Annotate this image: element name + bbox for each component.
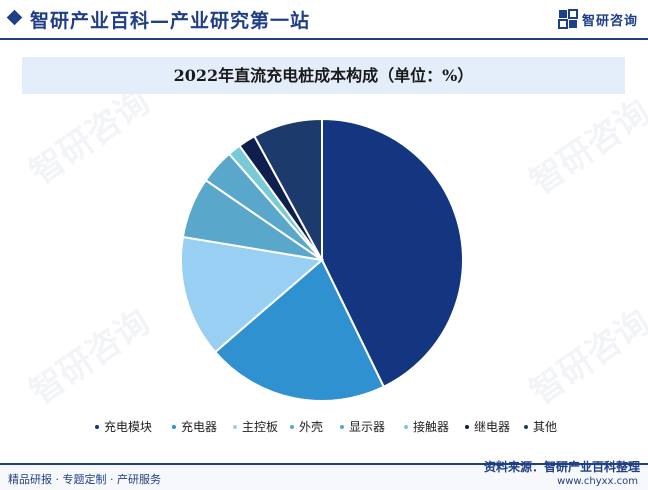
chart-legend: 充电模块 充电器 主控板 外壳 显示器 接触器 继电器 其他 [0, 418, 648, 436]
header: 智研产业百科—产业研究第一站 智研咨询 [0, 0, 648, 38]
brand: 智研咨询 [557, 9, 638, 29]
legend-label: 显示器 [349, 420, 386, 434]
legend-label: 继电器 [474, 420, 511, 434]
footer-divider [0, 463, 648, 465]
pie-slice-8 [253, 117, 323, 261]
legend-marker-icon [290, 424, 294, 429]
brand-name: 智研咨询 [581, 13, 638, 29]
source-note: 资料来源：智研产业百科整理 [483, 460, 640, 474]
legend-label: 接触器 [413, 420, 450, 434]
legend-item: 主控板 [233, 418, 278, 435]
legend-item: 继电器 [465, 418, 510, 435]
legend-item: 显示器 [340, 418, 385, 435]
legend-marker-icon [465, 424, 469, 429]
header-divider [0, 38, 648, 40]
chart-title: 2022年直流充电桩成本构成（单位：%） [173, 66, 474, 85]
pie-slice-2 [213, 258, 386, 402]
legend-item: 充电器 [172, 418, 217, 435]
legend-label: 充电模块 [104, 420, 153, 434]
pie-slice-1 [321, 117, 464, 389]
legend-label: 其他 [533, 420, 558, 434]
legend-item: 接触器 [404, 418, 449, 435]
pie-slice-3 [180, 235, 325, 354]
legend-item: 充电模块 [95, 418, 152, 435]
legend-marker-icon [340, 424, 344, 429]
legend-label: 充电器 [181, 420, 218, 434]
legend-marker-icon [172, 424, 176, 429]
brand-logo-icon [557, 9, 578, 29]
legend-marker-icon [404, 424, 408, 429]
chart-title-bar: 2022年直流充电桩成本构成（单位：%） [22, 57, 625, 94]
legend-label: 主控板 [242, 420, 279, 434]
legend-marker-icon [233, 424, 237, 429]
legend-item: 其他 [524, 418, 557, 435]
legend-marker-icon [524, 424, 528, 429]
legend-marker-icon [95, 424, 99, 429]
footer-services: 精品研报 · 专题定制 · 产研服务 [8, 473, 161, 486]
legend-label: 外壳 [299, 420, 324, 434]
header-title: 智研产业百科—产业研究第一站 [30, 10, 311, 32]
footer: 精品研报 · 专题定制 · 产研服务 [0, 465, 648, 490]
website-url[interactable]: www.chyxx.com [557, 476, 638, 487]
legend-item: 外壳 [290, 418, 323, 435]
